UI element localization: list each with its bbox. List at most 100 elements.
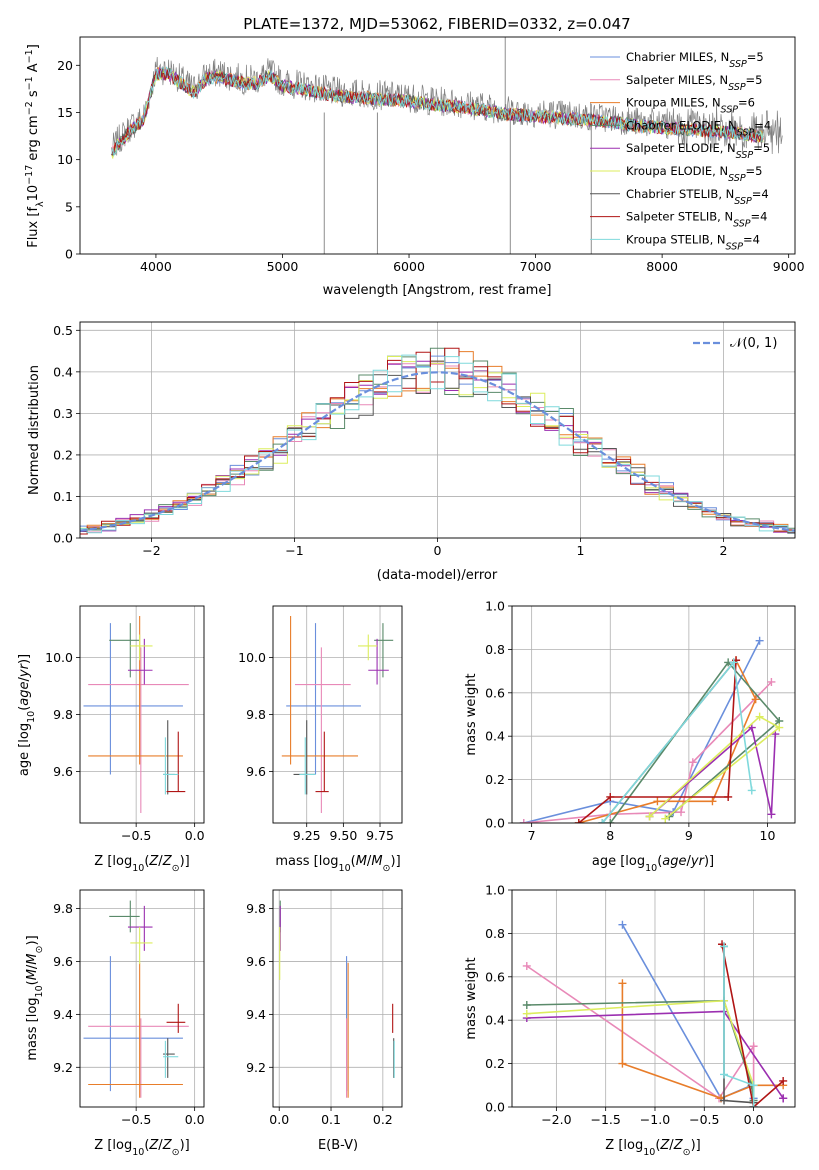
y-tick-label: 9.8 xyxy=(53,901,73,916)
series-line xyxy=(649,726,777,818)
x-tick-label: 9.25 xyxy=(293,828,321,843)
plot-area xyxy=(522,920,788,1107)
series-kroupa_stelib xyxy=(720,942,758,1107)
figure-title: PLATE=1372, MJD=53062, FIBERID=0332, z=0… xyxy=(243,15,630,33)
point-marker xyxy=(720,1096,729,1105)
point-marker xyxy=(720,1070,729,1079)
legend-label: Chabrier STELIB, NSSP=4 xyxy=(626,187,769,207)
axes-frame xyxy=(79,605,205,824)
errorbar-kroupa_elodie xyxy=(358,634,378,661)
histogram-chabrier_stelib xyxy=(80,360,795,534)
y-tick-label: 0.2 xyxy=(485,772,505,787)
point-marker xyxy=(618,1059,627,1068)
series-line xyxy=(649,715,781,820)
point-marker xyxy=(755,636,764,645)
x-tick-label: 8000 xyxy=(646,259,678,274)
y-tick-label: 0.4 xyxy=(53,364,73,379)
legend-label: Chabrier MILES, NSSP=5 xyxy=(626,50,764,70)
point-marker xyxy=(606,792,615,801)
errorbar-salpeter_miles xyxy=(88,1018,189,1098)
point-marker xyxy=(618,979,627,988)
errorbar-chabrier_miles xyxy=(286,623,361,775)
y-tick-label: 0 xyxy=(65,247,73,262)
age-vs-mass-panel: 9.25 9.50 9.75 9.6 9.8 10.0 mass [log10(M/M⊙)] xyxy=(238,605,403,874)
y-axis-label: Flux [fλ10−17 erg cm−2 s−1 A−1] xyxy=(24,44,46,248)
x-tick-label: 6000 xyxy=(393,259,425,274)
x-axis-label: Z [log10(Z/Z⊙)] xyxy=(94,854,189,874)
plot-area xyxy=(83,900,189,1098)
y-axis-label: Normed distribution xyxy=(27,365,42,495)
y-tick-label: 0.6 xyxy=(485,685,505,700)
series-line xyxy=(621,924,755,1100)
point-marker xyxy=(522,1009,531,1018)
model-spectrum-kroupa_stelib xyxy=(111,66,764,158)
plot-area xyxy=(519,636,784,823)
spectrum-panel: 4000 5000 6000 7000 8000 9000 0 5 10 15 20 waveleng… xyxy=(24,36,805,298)
y-tick-label: 0.5 xyxy=(53,323,73,338)
series-line xyxy=(578,659,757,823)
errorbar-chabrier_miles xyxy=(83,623,183,775)
y-tick-label: 0.0 xyxy=(53,531,73,546)
x-tick-label: −2 xyxy=(142,543,160,558)
legend-label: Kroupa MILES, NSSP=6 xyxy=(626,96,755,116)
histogram-kroupa_elodie xyxy=(80,356,795,534)
legend-label: Chabrier ELODIE, NSSP=4 xyxy=(626,118,771,138)
y-tick-label: 0.0 xyxy=(485,816,505,831)
point-marker xyxy=(779,1076,788,1085)
y-tick-label: 9.6 xyxy=(246,954,266,969)
x-tick-label: 0.0 xyxy=(269,1112,289,1127)
errorbar-salpeter_stelib xyxy=(166,1003,186,1033)
x-tick-label: 0.0 xyxy=(744,1112,764,1127)
series-kroupa_elodie xyxy=(645,712,784,823)
y-tick-label: 1.0 xyxy=(485,599,505,614)
y-tick-label: 9.8 xyxy=(246,901,266,916)
y-tick-label: 1.0 xyxy=(485,883,505,898)
point-marker xyxy=(645,812,654,821)
y-tick-label: 5 xyxy=(65,199,73,214)
y-axis-label: mass weight xyxy=(464,957,479,1039)
axes-frame xyxy=(511,605,796,824)
point-marker xyxy=(775,723,784,732)
axes-frame xyxy=(272,889,403,1108)
point-marker xyxy=(522,1001,531,1010)
series-salpeter_miles xyxy=(522,961,758,1107)
plot-area xyxy=(83,615,189,814)
axes-frame xyxy=(272,605,403,824)
point-marker xyxy=(677,808,686,817)
y-tick-label: 0.0 xyxy=(485,1100,505,1115)
errorbar-salpeter_miles xyxy=(294,647,351,814)
plot-area xyxy=(279,900,395,1098)
x-axis-label: (data-model)/error xyxy=(377,568,498,583)
errorbar-chabrier_miles xyxy=(83,956,183,1092)
series-line xyxy=(721,944,784,1107)
errorbar-kroupa_miles xyxy=(88,615,183,765)
y-tick-label: 9.4 xyxy=(246,1007,266,1022)
series-salpeter_miles xyxy=(519,677,776,823)
point-marker xyxy=(708,797,717,806)
errorbar-kroupa_elodie xyxy=(130,634,153,661)
axes-frame xyxy=(79,321,796,539)
errorbar-kroupa_miles xyxy=(88,962,183,1098)
series-line xyxy=(601,660,753,823)
y-tick-label: 0.4 xyxy=(485,1013,505,1028)
point-marker xyxy=(767,810,776,819)
errorbar-chabrier_stelib xyxy=(163,1038,175,1078)
point-marker xyxy=(751,695,760,704)
plot-area xyxy=(80,347,795,535)
y-tick-label: 0.6 xyxy=(485,969,505,984)
errorbar-kroupa_elodie xyxy=(130,927,153,965)
series-line xyxy=(526,999,755,1101)
y-tick-label: 9.2 xyxy=(53,1060,73,1075)
x-tick-label: 1 xyxy=(577,543,585,558)
axes-frame xyxy=(511,889,796,1108)
point-marker xyxy=(519,819,528,823)
point-marker xyxy=(749,1042,758,1051)
point-marker xyxy=(522,961,531,970)
point-marker xyxy=(749,1103,758,1107)
point-marker xyxy=(767,677,776,686)
series-line xyxy=(723,946,755,1107)
errorbar-chabrier_stelib xyxy=(163,720,175,795)
y-tick-label: 0.4 xyxy=(485,729,505,744)
y-tick-label: 9.2 xyxy=(246,1060,266,1075)
point-marker xyxy=(720,942,729,951)
